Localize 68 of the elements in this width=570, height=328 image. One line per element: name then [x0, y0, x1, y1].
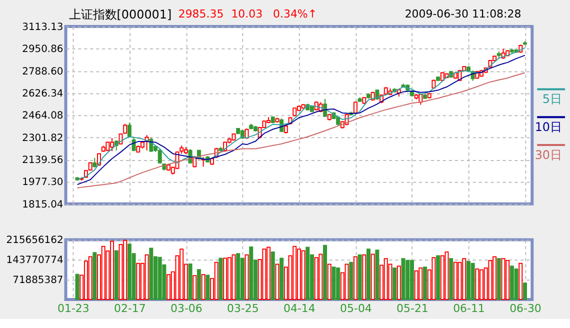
bar [236, 253, 240, 300]
y-tick-label: 3113.13 [22, 22, 64, 33]
y-tick-label: 2950.86 [22, 44, 64, 56]
bar [249, 246, 254, 300]
bar [158, 256, 162, 300]
y-tick-label: 143770774 [6, 255, 64, 266]
x-tick-label: 03-25 [227, 302, 259, 315]
text: 0.34%↑ [273, 8, 318, 20]
candlestick [123, 123, 128, 134]
candlestick [132, 137, 136, 152]
x-tick-label: 05-21 [396, 302, 428, 315]
legend-label: 30日 [534, 148, 562, 162]
x-tick-label: 01-23 [58, 302, 90, 315]
bar [323, 244, 328, 300]
bar [392, 268, 397, 300]
candlestick [92, 157, 97, 168]
bar [280, 258, 284, 300]
bar [358, 254, 362, 300]
bar [332, 266, 336, 300]
y-tick-label: 2464.08 [22, 110, 64, 122]
y-tick-label: 2139.56 [22, 154, 64, 166]
bar [423, 266, 427, 300]
bar [436, 255, 440, 300]
bar [92, 252, 97, 300]
x-tick-label: 05-04 [340, 302, 372, 315]
candlestick [127, 122, 132, 138]
y-tick-label: 2626.34 [22, 88, 64, 100]
candlestick [158, 148, 162, 164]
bar [188, 263, 192, 300]
bar [522, 282, 527, 300]
candlestick [353, 101, 358, 114]
x-tick-label: 04-14 [284, 302, 316, 315]
line-series [76, 72, 526, 188]
y-tick-label: 1815.04 [22, 199, 64, 210]
bar [496, 258, 501, 300]
bar [406, 260, 410, 300]
bar [75, 274, 80, 300]
bar [149, 248, 154, 300]
bar [218, 258, 223, 300]
bar [366, 248, 370, 300]
bar [349, 262, 354, 300]
x-tick-label: 06-30 [510, 302, 542, 315]
text: 2985.35 [178, 8, 224, 20]
bar [401, 258, 406, 300]
y-tick-label: 215656162 [6, 235, 64, 246]
x-tick-label: 06-11 [453, 302, 485, 315]
x-tick-label: 02-17 [114, 302, 146, 315]
bar [306, 246, 310, 300]
text: 10.03 [231, 8, 263, 20]
y-tick-label: 2788.60 [22, 66, 64, 78]
bar [270, 251, 275, 300]
bar [114, 250, 118, 300]
bar [375, 250, 380, 300]
candlestick [244, 128, 249, 140]
bar [410, 260, 414, 300]
x-tick-label: 03-06 [170, 302, 202, 315]
bar [470, 262, 475, 300]
text: 2009-06-30 11:08:28 [404, 8, 522, 20]
bar [206, 274, 210, 300]
legend-label: 10日 [534, 120, 562, 134]
y-tick-label: 71885387 [12, 275, 64, 286]
y-tick-label: 2301.82 [22, 132, 64, 144]
bar [449, 258, 454, 300]
y-tick-label: 1977.30 [22, 177, 64, 188]
chart-title: 上证指数[000001] [68, 7, 172, 22]
legend-label: 5日 [542, 92, 562, 106]
bar [514, 268, 518, 300]
bar [196, 269, 201, 300]
